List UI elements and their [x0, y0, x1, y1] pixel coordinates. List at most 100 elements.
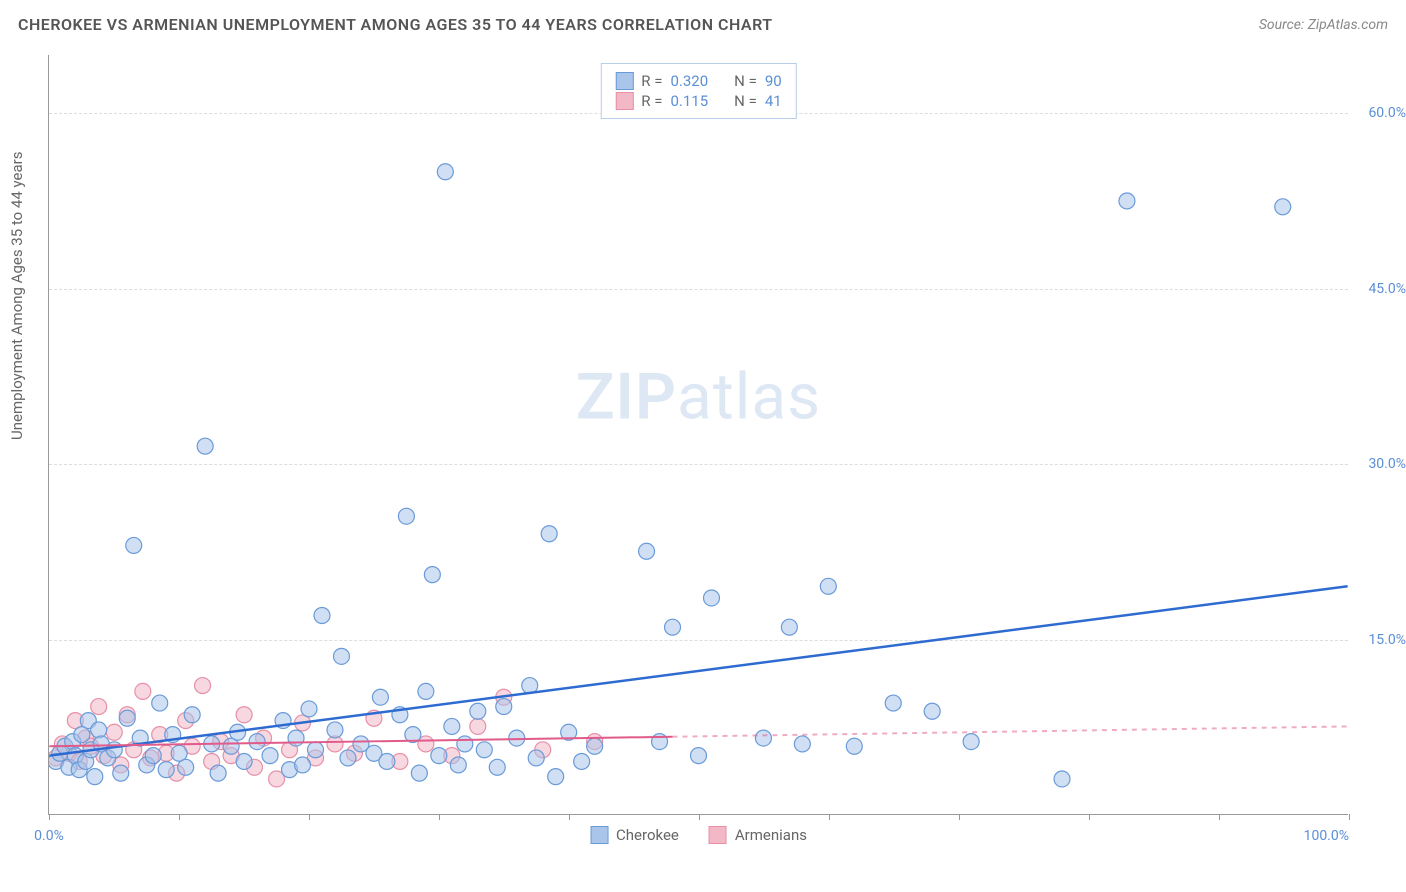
data-point [528, 750, 544, 766]
legend-swatch-armenian [615, 92, 633, 110]
chart-svg [49, 55, 1348, 814]
data-point [135, 683, 151, 699]
legend-label-armenian: Armenians [735, 826, 807, 844]
x-tick [1349, 814, 1350, 820]
data-point [587, 738, 603, 754]
data-point [755, 730, 771, 746]
y-tick-label: 15.0% [1368, 632, 1406, 648]
y-axis-label: Unemployment Among Ages 35 to 44 years [8, 152, 26, 440]
data-point [340, 750, 356, 766]
data-point [431, 748, 447, 764]
chart-title: CHEROKEE VS ARMENIAN UNEMPLOYMENT AMONG … [18, 15, 773, 34]
data-point [87, 769, 103, 785]
x-tick [309, 814, 310, 820]
title-bar: CHEROKEE VS ARMENIAN UNEMPLOYMENT AMONG … [18, 15, 1388, 34]
x-tick [699, 814, 700, 820]
data-point [548, 769, 564, 785]
data-point [379, 753, 395, 769]
legend-r-value-armenian: 0.115 [670, 92, 708, 110]
data-point [703, 590, 719, 606]
data-point [639, 543, 655, 559]
data-point [210, 765, 226, 781]
data-point [457, 736, 473, 752]
data-point [541, 526, 557, 542]
data-point [574, 753, 590, 769]
data-point [119, 710, 135, 726]
data-point [236, 707, 252, 723]
data-point [184, 707, 200, 723]
data-point [1119, 193, 1135, 209]
data-point [178, 759, 194, 775]
data-point [288, 730, 304, 746]
data-point [91, 722, 107, 738]
data-point [665, 619, 681, 635]
x-tick [1089, 814, 1090, 820]
data-point [476, 742, 492, 758]
data-point [424, 567, 440, 583]
legend-r-value-cherokee: 0.320 [670, 72, 708, 90]
data-point [820, 578, 836, 594]
correlation-legend: R = 0.320 N = 90 R = 0.115 N = 41 [600, 63, 796, 119]
data-point [1054, 771, 1070, 787]
legend-r-label: R = [641, 72, 662, 90]
x-tick [439, 814, 440, 820]
plot-area: ZIPatlas R = 0.320 N = 90 R = 0.115 N = … [48, 55, 1348, 815]
data-point [924, 703, 940, 719]
y-tick-label: 45.0% [1368, 281, 1406, 297]
data-point [489, 759, 505, 775]
series-legend: Cherokee Armenians [590, 826, 807, 844]
data-point [152, 695, 168, 711]
legend-n-label: N = [734, 72, 757, 90]
data-point [1275, 199, 1291, 215]
data-point [411, 765, 427, 781]
data-point [106, 724, 122, 740]
data-point [963, 734, 979, 750]
y-tick-label: 60.0% [1368, 105, 1406, 121]
data-point [781, 619, 797, 635]
data-point [885, 695, 901, 711]
legend-swatch-cherokee [615, 72, 633, 90]
legend-n-value-cherokee: 90 [765, 72, 782, 90]
data-point [398, 508, 414, 524]
data-point [91, 699, 107, 715]
data-point [126, 537, 142, 553]
data-point [691, 748, 707, 764]
data-point [197, 438, 213, 454]
data-point [418, 683, 434, 699]
legend-row-armenian: R = 0.115 N = 41 [615, 92, 781, 110]
source-attribution: Source: ZipAtlas.com [1259, 17, 1388, 33]
x-tick [569, 814, 570, 820]
y-tick-label: 30.0% [1368, 456, 1406, 472]
data-point [333, 648, 349, 664]
data-point [327, 722, 343, 738]
data-point [249, 734, 265, 750]
x-tick [829, 814, 830, 820]
data-point [437, 164, 453, 180]
x-tick-label: 100.0% [1304, 828, 1349, 844]
data-point [301, 701, 317, 717]
data-point [106, 742, 122, 758]
legend-item-armenian: Armenians [709, 826, 807, 844]
data-point [846, 738, 862, 754]
x-tick [959, 814, 960, 820]
data-point [496, 699, 512, 715]
data-point [450, 757, 466, 773]
data-point [470, 718, 486, 734]
x-tick [49, 814, 50, 820]
trend-line-extrapolated [673, 726, 1348, 736]
data-point [794, 736, 810, 752]
data-point [236, 753, 252, 769]
legend-swatch-cherokee [590, 826, 608, 844]
legend-label-cherokee: Cherokee [616, 826, 679, 844]
legend-item-cherokee: Cherokee [590, 826, 679, 844]
x-tick [179, 814, 180, 820]
legend-row-cherokee: R = 0.320 N = 90 [615, 72, 781, 90]
data-point [308, 742, 324, 758]
data-point [145, 748, 161, 764]
legend-n-value-armenian: 41 [765, 92, 782, 110]
data-point [262, 748, 278, 764]
legend-swatch-armenian [709, 826, 727, 844]
data-point [295, 757, 311, 773]
legend-n-label: N = [734, 92, 757, 110]
legend-r-label: R = [641, 92, 662, 110]
